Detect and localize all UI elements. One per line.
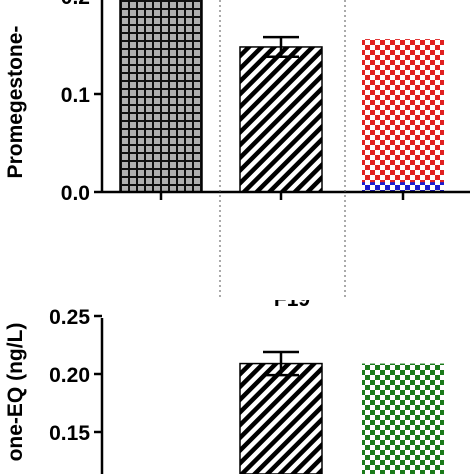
top-bar-2-error-bar [263,35,299,59]
top-bar-3 [362,39,444,193]
top-y-axis-label: Promegestone- [4,26,27,179]
bottom-chart-title: F19 [274,288,310,311]
bottom-y-axis-label: one-EQ (ng/L) [4,323,27,462]
top-bar-1 [119,0,203,193]
top-panel: Promegestone- 0.2 0.1 0.0 [4,0,470,205]
top-y-tick-label: 0.1 [61,84,91,107]
bottom-bar-3 [362,363,444,474]
bottom-y-tick-label: 0.20 [49,364,90,387]
bottom-bar-2-error-bar [263,350,299,377]
bottom-y-tick-label: 0.25 [49,306,90,329]
group-dividers [219,0,346,300]
top-y-tick-label: 0.2 [61,0,90,9]
top-bar-2 [239,46,323,193]
top-bar-3-stack-segment [362,182,444,192]
bottom-bar-2 [239,362,323,474]
bottom-y-tick-label: 0.15 [49,422,90,445]
top-y-tick-label: 0.0 [61,182,90,205]
bottom-panel: F19 one-EQ (ng/L) 0.25 0.20 0.15 [4,288,444,474]
